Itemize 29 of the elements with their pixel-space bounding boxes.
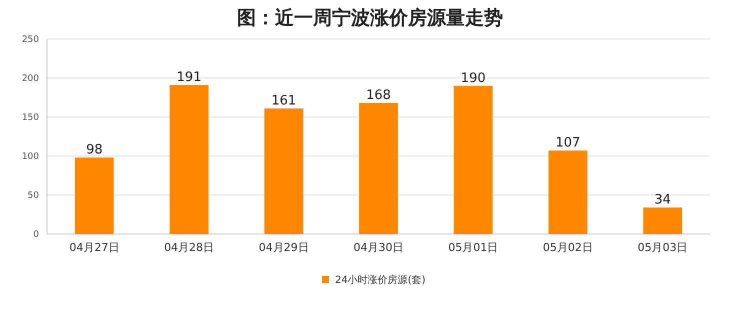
chart-title: 图：近一周宁波涨价房源量走势 (237, 7, 503, 29)
data-label: 34 (654, 192, 671, 208)
bar (548, 150, 588, 234)
data-label: 98 (86, 142, 103, 158)
bar (454, 86, 493, 234)
y-tick-label: 150 (22, 113, 40, 123)
bar (643, 207, 682, 234)
y-tick-label: 200 (22, 74, 40, 84)
x-tick-label: 05月02日 (542, 241, 593, 254)
bar (264, 108, 304, 234)
x-tick-label: 04月30日 (354, 241, 404, 254)
x-tick-label: 05月01日 (448, 241, 498, 254)
y-tick-label: 100 (22, 152, 40, 162)
bar (74, 158, 114, 234)
x-tick-label: 04月27日 (69, 241, 120, 254)
y-tick-label: 50 (28, 191, 40, 201)
legend-label: 24小时涨价房源(套) (335, 274, 426, 286)
y-tick-label: 250 (22, 35, 40, 45)
y-tick-label: 0 (33, 230, 40, 240)
data-label: 168 (366, 88, 391, 103)
data-label: 190 (460, 70, 486, 86)
bar (170, 85, 208, 234)
bar (359, 102, 398, 234)
data-label: 107 (556, 136, 580, 151)
x-tick-label: 04月29日 (258, 241, 309, 254)
data-label: 161 (271, 93, 296, 108)
x-tick-label: 05月03日 (638, 241, 688, 254)
data-label: 191 (176, 70, 202, 86)
x-tick-label: 04月28日 (164, 241, 214, 254)
